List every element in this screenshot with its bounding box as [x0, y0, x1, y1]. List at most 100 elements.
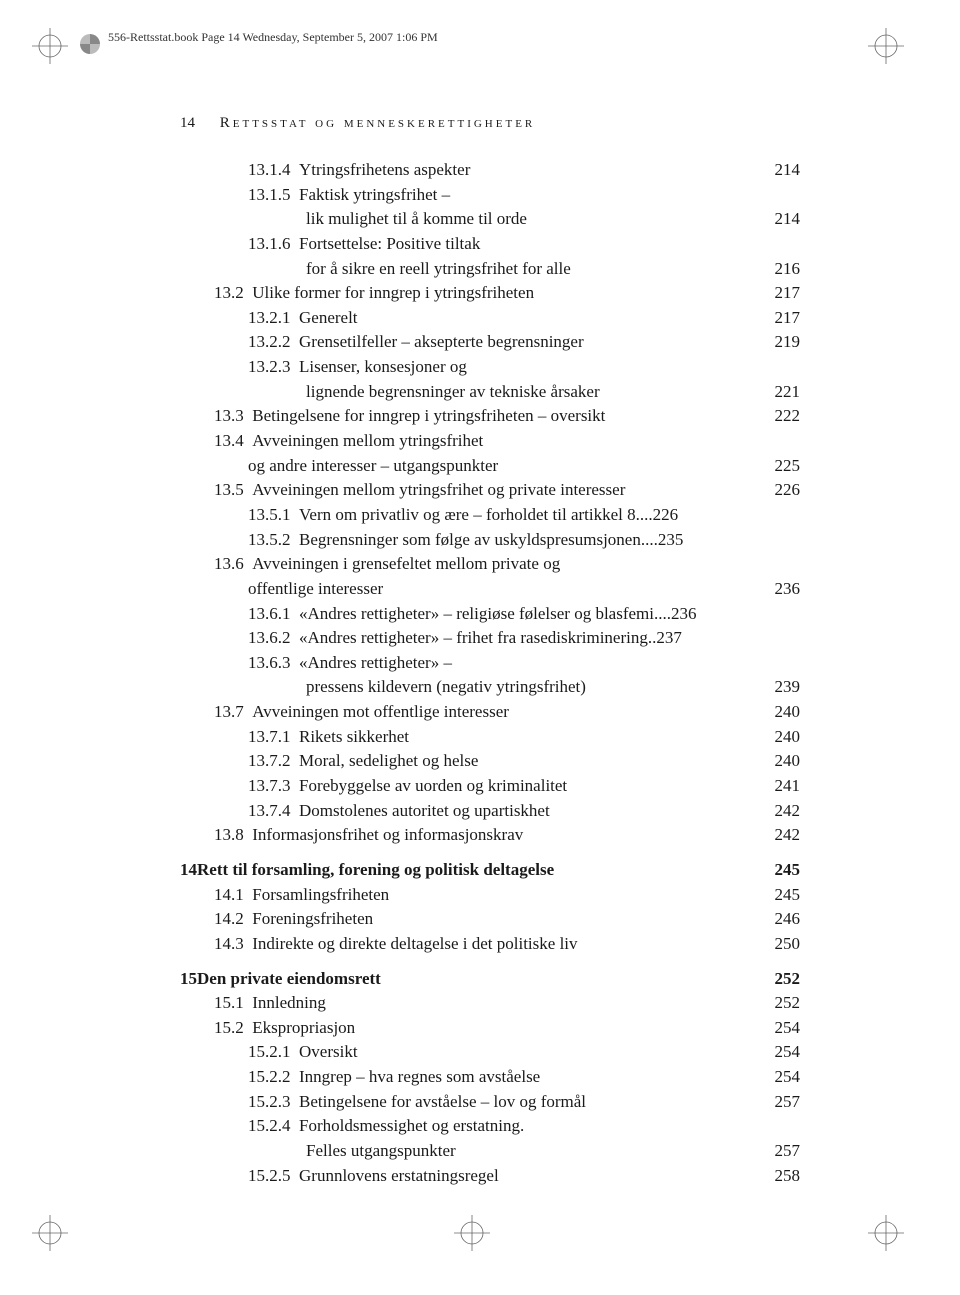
toc-entry: 13.5.2 Begrensninger som følge av uskyld… — [180, 528, 800, 553]
toc-entry-cont: lignende begrensninger av tekniske årsak… — [180, 380, 800, 405]
toc-label: 13.7.2 — [248, 749, 299, 774]
toc-entry: 13.1.6 Fortsettelse: Positive tiltak — [180, 232, 800, 257]
toc-title: Rett til forsamling, forening og politis… — [197, 858, 554, 883]
toc-page: 214 — [775, 158, 801, 183]
crop-mark-bottom-right — [868, 1215, 904, 1251]
toc-title: Vern om privatliv og ære – forholdet til… — [299, 503, 636, 528]
toc-entry: 13.6.1 «Andres rettigheter» – religiøse … — [180, 602, 800, 627]
page-header: 556-Rettsstat.book Page 14 Wednesday, Se… — [108, 30, 900, 45]
toc-label: 13.1.6 — [248, 232, 299, 257]
toc-title: Faktisk ytringsfrihet – — [299, 183, 450, 208]
toc-title: Oversikt — [299, 1040, 358, 1065]
document-page: 556-Rettsstat.book Page 14 Wednesday, Se… — [0, 0, 960, 1295]
toc-page: 257 — [775, 1139, 801, 1164]
toc-entry: 13.7 Avveiningen mot offentlige interess… — [180, 700, 800, 725]
toc-label: 13.6.2 — [248, 626, 299, 651]
toc-page: 226 — [775, 478, 801, 503]
toc-title: Ulike former for inngrep i ytringsfrihet… — [252, 281, 534, 306]
toc-entry: 13.4 Avveiningen mellom ytringsfrihet — [180, 429, 800, 454]
toc-page: 241 — [775, 774, 801, 799]
toc-entry: 13.1.4 Ytringsfrihetens aspekter 214 — [180, 158, 800, 183]
toc-entry: 13.5.1 Vern om privatliv og ære – forhol… — [180, 503, 800, 528]
crop-mark-top-left — [32, 28, 68, 64]
toc-label: 13.7.4 — [248, 799, 299, 824]
toc-title-cont: for å sikre en reell ytringsfrihet for a… — [306, 257, 571, 282]
toc-title: Avveiningen mellom ytringsfrihet — [252, 429, 483, 454]
toc-page: 235 — [658, 528, 684, 553]
toc-label: 14.1 — [214, 883, 252, 908]
toc-entry-cont: offentlige interesser 236 — [180, 577, 800, 602]
toc-page: 252 — [775, 991, 801, 1016]
toc-title: Avveiningen mellom ytringsfrihet og priv… — [252, 478, 625, 503]
toc-label: 13.6.3 — [248, 651, 299, 676]
toc-page: 217 — [775, 306, 801, 331]
toc-label: 13.2.1 — [248, 306, 299, 331]
toc-title: «Andres rettigheter» – religiøse følelse… — [299, 602, 654, 627]
toc-title-cont: offentlige interesser — [248, 577, 383, 602]
toc-label: 15.2.5 — [248, 1164, 299, 1189]
toc-entry: 13.5 Avveiningen mellom ytringsfrihet og… — [180, 478, 800, 503]
toc-entry: 15.2.3 Betingelsene for avståelse – lov … — [180, 1090, 800, 1115]
toc-entry: 15.2.1 Oversikt 254 — [180, 1040, 800, 1065]
toc-label: 13.4 — [214, 429, 252, 454]
toc-page: 242 — [775, 823, 801, 848]
toc-label: 13.7 — [214, 700, 252, 725]
toc-title: Inngrep – hva regnes som avståelse — [299, 1065, 540, 1090]
toc-label: 14.2 — [214, 907, 252, 932]
toc-page: 237 — [656, 626, 682, 651]
toc-page: 250 — [775, 932, 801, 957]
toc-title: Domstolenes autoritet og upartiskhet — [299, 799, 550, 824]
content-area: 14 Rettsstat og menneskerettigheter 13.1… — [180, 115, 800, 1188]
toc-page: 217 — [775, 281, 801, 306]
toc-title: Grunnlovens erstatningsregel — [299, 1164, 499, 1189]
toc-entry: 14 Rett til forsamling, forening og poli… — [180, 858, 800, 883]
toc-label: 15 — [180, 967, 197, 992]
toc-entry-cont: pressens kildevern (negativ ytringsfrihe… — [180, 675, 800, 700]
toc-page: 242 — [775, 799, 801, 824]
toc-page: 236 — [775, 577, 801, 602]
toc-label: 13.1.5 — [248, 183, 299, 208]
toc-page: 245 — [775, 858, 801, 883]
table-of-contents: 13.1.4 Ytringsfrihetens aspekter 21413.1… — [180, 158, 800, 1188]
toc-title-cont: Felles utgangspunkter — [306, 1139, 456, 1164]
toc-page: 245 — [775, 883, 801, 908]
toc-entry: 13.7.3 Forebyggelse av uorden og krimina… — [180, 774, 800, 799]
toc-label: 13.5.2 — [248, 528, 299, 553]
toc-entry-cont: og andre interesser – utgangspunkter 225 — [180, 454, 800, 479]
toc-entry: 13.2.3 Lisenser, konsesjoner og — [180, 355, 800, 380]
toc-page: 254 — [775, 1065, 801, 1090]
toc-title: Avveiningen mot offentlige interesser — [252, 700, 509, 725]
toc-label: 15.2.4 — [248, 1114, 299, 1139]
toc-title-cont: pressens kildevern (negativ ytringsfrihe… — [306, 675, 586, 700]
toc-label: 13.8 — [214, 823, 252, 848]
toc-entry: 15 Den private eiendomsrett 252 — [180, 967, 800, 992]
running-head: 14 Rettsstat og menneskerettigheter — [180, 115, 800, 132]
toc-page: 254 — [775, 1040, 801, 1065]
toc-title: Forebyggelse av uorden og kriminalitet — [299, 774, 567, 799]
toc-title: Ytringsfrihetens aspekter — [299, 158, 470, 183]
toc-entry: 14.1 Forsamlingsfriheten 245 — [180, 883, 800, 908]
toc-entry: 13.7.2 Moral, sedelighet og helse 240 — [180, 749, 800, 774]
toc-entry: 13.2.1 Generelt 217 — [180, 306, 800, 331]
toc-title-cont: og andre interesser – utgangspunkter — [248, 454, 498, 479]
toc-title-cont: lignende begrensninger av tekniske årsak… — [306, 380, 600, 405]
toc-entry: 15.2.2 Inngrep – hva regnes som avståels… — [180, 1065, 800, 1090]
toc-page: 239 — [775, 675, 801, 700]
toc-title: Den private eiendomsrett — [197, 967, 381, 992]
toc-leader-tight: .... — [636, 503, 653, 528]
toc-label: 15.1 — [214, 991, 252, 1016]
toc-label: 13.3 — [214, 404, 252, 429]
toc-label: 13.5.1 — [248, 503, 299, 528]
toc-label: 13.2.3 — [248, 355, 299, 380]
toc-entry: 15.2.5 Grunnlovens erstatningsregel 258 — [180, 1164, 800, 1189]
toc-entry: 14.3 Indirekte og direkte deltagelse i d… — [180, 932, 800, 957]
toc-title: «Andres rettigheter» – — [299, 651, 452, 676]
toc-page: 240 — [775, 749, 801, 774]
toc-entry: 13.2.2 Grensetilfeller – aksepterte begr… — [180, 330, 800, 355]
toc-label: 13.7.3 — [248, 774, 299, 799]
toc-title: Indirekte og direkte deltagelse i det po… — [252, 932, 577, 957]
toc-page: 254 — [775, 1016, 801, 1041]
toc-page: 246 — [775, 907, 801, 932]
toc-title: Moral, sedelighet og helse — [299, 749, 478, 774]
toc-label: 15.2.2 — [248, 1065, 299, 1090]
